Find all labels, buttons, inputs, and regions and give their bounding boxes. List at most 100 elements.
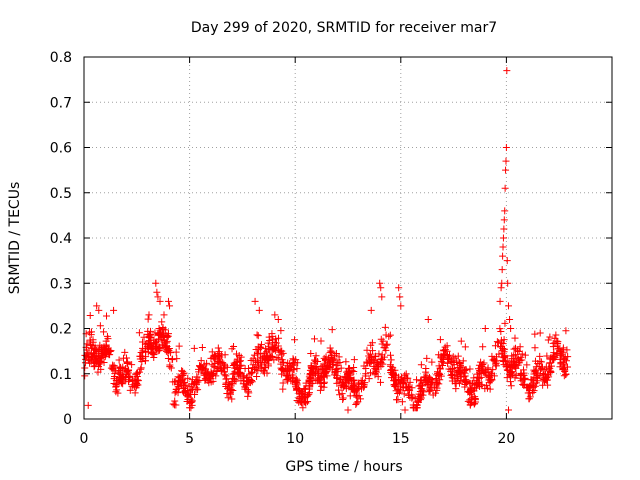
data-point <box>536 352 544 360</box>
data-point <box>505 406 513 414</box>
data-point <box>102 341 110 349</box>
data-point <box>197 357 205 365</box>
data-point <box>253 373 261 381</box>
data-point <box>406 386 414 394</box>
data-point <box>260 369 268 377</box>
data-point <box>87 340 95 348</box>
data-point <box>154 344 162 352</box>
data-point <box>562 371 570 379</box>
data-point <box>500 336 508 344</box>
data-point <box>450 361 458 369</box>
data-point <box>169 400 177 408</box>
data-point <box>523 361 531 369</box>
data-point <box>428 378 436 386</box>
spike-point <box>501 184 509 192</box>
data-point <box>330 355 338 363</box>
data-point <box>527 376 535 384</box>
data-point <box>511 334 519 342</box>
data-point <box>487 377 495 385</box>
data-point <box>559 360 567 368</box>
data-point <box>174 389 182 397</box>
data-point <box>372 368 380 376</box>
data-point <box>258 354 266 362</box>
data-point <box>164 355 172 363</box>
data-point <box>279 379 287 387</box>
data-point <box>308 364 316 372</box>
data-point <box>339 396 347 404</box>
data-point <box>119 380 127 388</box>
data-point <box>215 358 223 366</box>
data-point <box>497 343 505 351</box>
data-point <box>556 347 564 355</box>
data-point <box>564 353 572 361</box>
data-point <box>501 345 509 353</box>
data-point <box>524 389 532 397</box>
data-point <box>481 368 489 376</box>
data-point <box>455 358 463 366</box>
spike-point <box>506 315 514 323</box>
data-point <box>95 360 103 368</box>
data-point <box>223 375 231 383</box>
data-point <box>205 370 213 378</box>
data-point <box>394 389 402 397</box>
data-point <box>156 297 164 305</box>
data-point <box>530 370 538 378</box>
data-point <box>160 311 168 319</box>
spike-point <box>502 144 510 151</box>
data-point <box>192 384 200 392</box>
data-point <box>333 374 341 382</box>
data-point <box>512 351 520 359</box>
data-point <box>473 378 481 386</box>
data-point <box>545 367 553 375</box>
y-tick-label: 0 <box>63 412 72 428</box>
data-point <box>190 379 198 387</box>
spike-point <box>503 67 511 75</box>
data-point <box>432 375 440 383</box>
data-point <box>161 330 169 338</box>
data-point <box>366 358 374 366</box>
data-point <box>278 370 286 378</box>
data-point <box>401 375 409 383</box>
data-point <box>366 350 374 358</box>
data-point <box>106 351 114 359</box>
data-point <box>376 378 384 386</box>
data-point <box>398 398 406 406</box>
data-point <box>329 356 337 364</box>
y-tick-label: 0.1 <box>50 367 72 383</box>
data-point <box>337 364 345 372</box>
data-point <box>531 344 539 352</box>
data-point <box>433 386 441 394</box>
data-point <box>174 373 182 381</box>
data-point <box>520 380 528 388</box>
data-point <box>416 388 424 396</box>
data-point <box>408 394 416 402</box>
data-point <box>387 356 395 364</box>
data-point <box>516 357 524 365</box>
data-point <box>224 385 232 393</box>
data-point <box>327 347 335 355</box>
data-point <box>110 362 118 370</box>
data-point <box>162 347 170 355</box>
data-point <box>348 367 356 375</box>
data-point <box>391 380 399 388</box>
data-point <box>208 348 216 356</box>
data-point <box>353 399 361 407</box>
data-point <box>310 359 318 367</box>
data-point <box>237 353 245 361</box>
data-point <box>448 370 456 378</box>
data-point <box>349 381 357 389</box>
data-point <box>342 358 350 366</box>
x-axis-label: GPS time / hours <box>285 459 402 475</box>
data-point <box>116 370 124 378</box>
data-point <box>337 375 345 383</box>
data-point <box>539 381 547 389</box>
spike-point <box>498 279 506 287</box>
data-point <box>167 349 175 357</box>
data-point <box>187 395 195 403</box>
spike-point <box>498 266 506 274</box>
data-point <box>440 347 448 355</box>
data-point <box>376 279 384 287</box>
x-tick-label: 10 <box>286 431 304 447</box>
data-point <box>115 356 123 364</box>
